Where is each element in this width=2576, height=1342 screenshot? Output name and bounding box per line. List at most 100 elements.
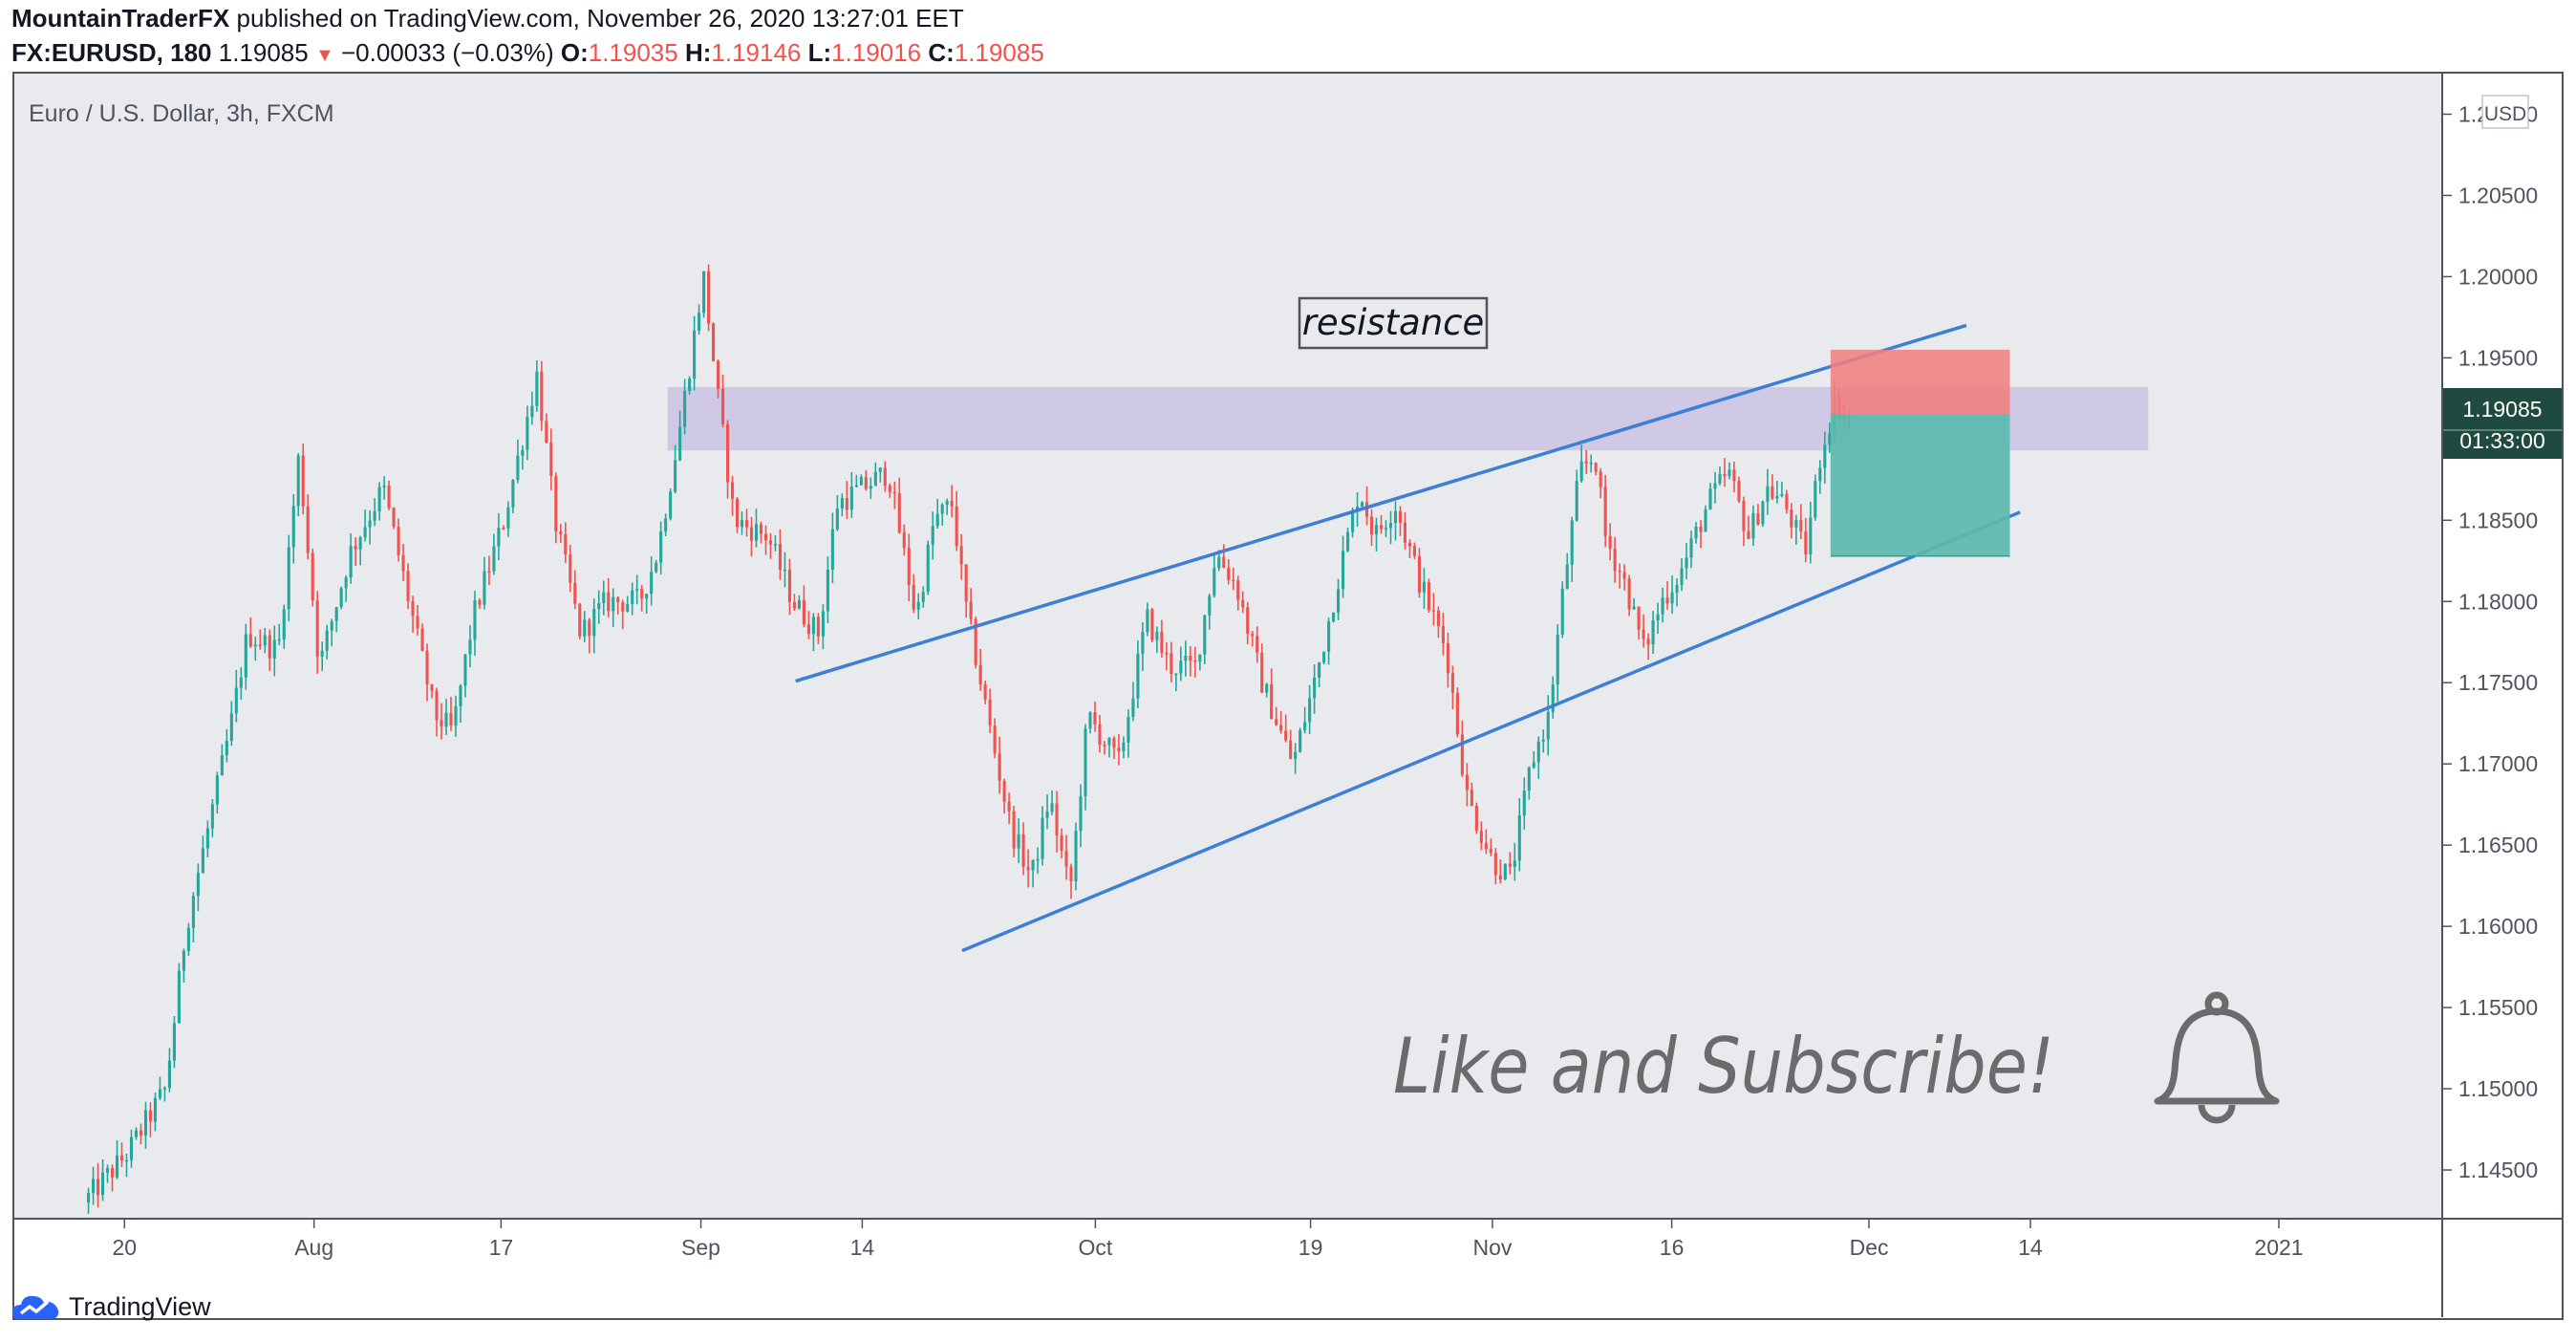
candle: [1141, 622, 1145, 671]
candle: [926, 540, 930, 595]
candle-body: [778, 544, 783, 571]
candle: [158, 1076, 161, 1100]
candle-body: [1775, 495, 1779, 499]
candle-body: [674, 460, 677, 492]
candle: [797, 595, 801, 610]
candle: [1603, 474, 1607, 548]
candle-body: [1618, 571, 1621, 573]
candle: [1565, 552, 1569, 590]
candle: [1427, 578, 1430, 614]
candle-body: [1556, 634, 1559, 685]
candle: [1814, 474, 1817, 521]
candle: [1632, 597, 1636, 610]
candle-body: [287, 547, 290, 610]
candle: [511, 478, 515, 513]
candle: [1079, 784, 1083, 848]
candle: [1270, 668, 1274, 720]
resistance-label-box[interactable]: [1298, 296, 1489, 350]
candle: [1279, 710, 1283, 734]
candle: [783, 552, 787, 588]
price-tick-label: 1.20000: [2458, 264, 2538, 289]
candle-body: [1814, 481, 1817, 518]
candle-body: [1160, 631, 1164, 653]
candle: [1227, 559, 1231, 585]
time-tick-label: Aug: [294, 1235, 333, 1260]
candle: [744, 509, 749, 537]
candle-body: [201, 848, 204, 874]
candle-body: [416, 616, 419, 629]
candle-body: [1322, 651, 1326, 663]
author-name[interactable]: MountainTraderFX: [11, 4, 230, 32]
candle-body: [172, 1023, 176, 1061]
candle: [1117, 733, 1121, 766]
candle-body: [1198, 654, 1202, 662]
candle-body: [1536, 741, 1540, 763]
candle-body: [931, 526, 934, 545]
candle: [892, 481, 896, 509]
candle-body: [468, 639, 472, 655]
candle: [1361, 501, 1364, 508]
currency-badge[interactable]: [2481, 95, 2529, 129]
candle: [1527, 766, 1531, 800]
candle-body: [759, 524, 763, 534]
candle-body: [655, 562, 658, 573]
candle: [1084, 724, 1087, 811]
candle: [1050, 790, 1054, 815]
candle-body: [607, 592, 611, 612]
candle-body: [1222, 556, 1226, 569]
tradingview-cloud-icon: [11, 1295, 59, 1319]
candle: [1384, 520, 1388, 538]
candle: [1775, 480, 1779, 504]
candle: [1785, 489, 1789, 514]
candle-body: [1541, 739, 1545, 742]
candle-body: [1227, 568, 1231, 580]
candle: [186, 922, 190, 957]
candle: [1799, 504, 1803, 539]
candle-body: [1403, 522, 1407, 543]
candle-body: [802, 599, 805, 625]
candle-body: [1608, 535, 1612, 549]
candle: [1007, 792, 1011, 825]
candle-body: [959, 546, 963, 565]
candle: [1303, 706, 1307, 734]
candle: [935, 498, 939, 530]
take-profit-zone[interactable]: [1830, 414, 2010, 556]
candle-body: [363, 527, 367, 538]
candle-body: [921, 592, 925, 602]
candle-body: [1332, 612, 1336, 622]
stop-loss-zone[interactable]: [1830, 349, 2010, 415]
time-tick-label: Oct: [1078, 1235, 1112, 1260]
candle-body: [129, 1136, 134, 1160]
candle: [282, 604, 286, 649]
candle-body: [964, 564, 968, 602]
candle: [950, 485, 954, 518]
candle: [1761, 500, 1765, 528]
candle: [588, 617, 591, 654]
candle-body: [578, 603, 582, 637]
candle: [1608, 523, 1612, 561]
candle: [669, 487, 673, 521]
bell-icon[interactable]: [2154, 991, 2280, 1124]
time-tick-label: 20: [112, 1235, 137, 1260]
candle-body: [1766, 486, 1770, 502]
high-label: H:: [684, 38, 712, 67]
channel-lower-trendline[interactable]: [961, 510, 2021, 953]
tradingview-logo[interactable]: TradingView: [11, 1290, 211, 1323]
candle-body: [835, 508, 839, 530]
candle-body: [854, 485, 858, 487]
candle: [87, 1187, 91, 1214]
candle-body: [1780, 493, 1784, 496]
price-tick-label: 1.16500: [2458, 833, 2538, 857]
candle-body: [1513, 860, 1516, 867]
candle: [1579, 444, 1583, 483]
candle: [1589, 454, 1593, 473]
candle: [1074, 822, 1078, 891]
candle: [239, 667, 243, 701]
candle-body: [826, 569, 829, 612]
candle-body: [983, 684, 987, 700]
candle: [220, 744, 224, 776]
candle: [702, 271, 706, 318]
channel-upper-trendline[interactable]: [795, 323, 1967, 683]
candle: [291, 494, 295, 564]
